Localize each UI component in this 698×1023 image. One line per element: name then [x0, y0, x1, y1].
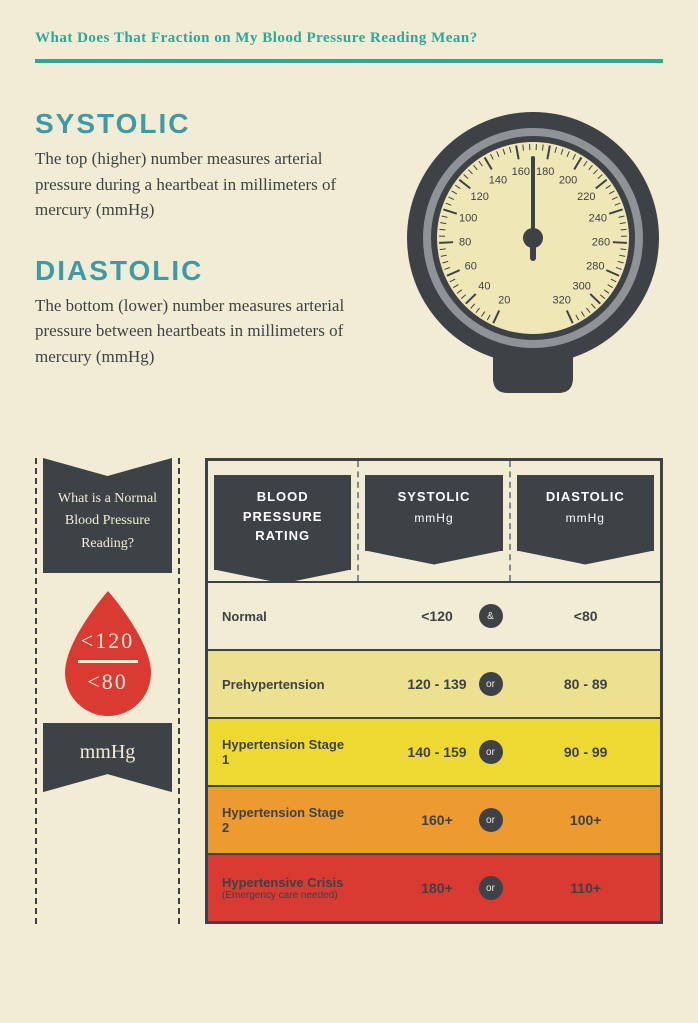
table-row: Hypertension Stage 2160+100+or	[208, 785, 660, 853]
svg-text:260: 260	[592, 237, 610, 249]
conjunction-badge: or	[479, 876, 503, 900]
svg-text:100: 100	[459, 212, 477, 224]
systolic-description: The top (higher) number measures arteria…	[35, 146, 383, 223]
svg-text:280: 280	[586, 260, 604, 272]
pressure-gauge: 2040608010012014016018020022024026028030…	[403, 108, 663, 413]
gauge-icon: 2040608010012014016018020022024026028030…	[403, 108, 663, 408]
svg-text:60: 60	[465, 260, 477, 272]
cell-rating: Hypertension Stage 2	[208, 805, 363, 835]
definitions-block: SYSTOLIC The top (higher) number measure…	[35, 108, 383, 413]
conjunction-badge: or	[479, 808, 503, 832]
blood-drop: <120 <80	[48, 583, 168, 723]
bottom-section: What is a Normal Blood Pressure Reading?…	[35, 458, 663, 924]
svg-text:80: 80	[459, 237, 471, 249]
systolic-heading: SYSTOLIC	[35, 108, 383, 140]
table-body: Normal<120<80&Prehypertension120 - 13980…	[208, 581, 660, 921]
normal-reading-question: What is a Normal Blood Pressure Reading?	[43, 458, 172, 573]
svg-text:300: 300	[572, 281, 590, 293]
svg-text:320: 320	[553, 295, 571, 307]
table-row: Prehypertension120 - 13980 - 89or	[208, 649, 660, 717]
fraction-divider	[78, 660, 138, 663]
cell-rating: Hypertensive Crisis(Emergency care neede…	[208, 875, 363, 901]
svg-text:160: 160	[512, 166, 530, 178]
cell-diastolic: 100+	[511, 812, 660, 828]
normal-reading-panel: What is a Normal Blood Pressure Reading?…	[35, 458, 180, 924]
svg-text:20: 20	[498, 295, 510, 307]
svg-text:240: 240	[589, 212, 607, 224]
col-diastolic: DIASTOLICmmHg	[511, 461, 660, 581]
col-systolic: SYSTOLICmmHg	[359, 461, 510, 581]
svg-text:200: 200	[559, 175, 577, 187]
diastolic-description: The bottom (lower) number measures arter…	[35, 293, 383, 370]
conjunction-badge: or	[479, 672, 503, 696]
svg-text:140: 140	[489, 175, 507, 187]
drop-diastolic: <80	[48, 669, 168, 695]
cell-rating: Hypertension Stage 1	[208, 737, 363, 767]
svg-text:120: 120	[470, 191, 488, 203]
table-row: Hypertensive Crisis(Emergency care neede…	[208, 853, 660, 921]
cell-rating: Prehypertension	[208, 677, 363, 692]
svg-text:40: 40	[478, 281, 490, 293]
drop-systolic: <120	[48, 628, 168, 654]
table-row: Normal<120<80&	[208, 581, 660, 649]
conjunction-badge: or	[479, 740, 503, 764]
diastolic-heading: DIASTOLIC	[35, 255, 383, 287]
top-section: SYSTOLIC The top (higher) number measure…	[35, 108, 663, 413]
col-rating: BLOOD PRESSURE RATING	[208, 461, 359, 581]
svg-text:220: 220	[577, 191, 595, 203]
table-header: BLOOD PRESSURE RATING SYSTOLICmmHg DIAST…	[208, 461, 660, 581]
header-rule	[35, 59, 663, 63]
cell-diastolic: 90 - 99	[511, 744, 660, 760]
conjunction-badge: &	[479, 604, 503, 628]
bp-table: BLOOD PRESSURE RATING SYSTOLICmmHg DIAST…	[205, 458, 663, 924]
svg-text:180: 180	[536, 166, 554, 178]
page-title: What Does That Fraction on My Blood Pres…	[35, 30, 663, 47]
table-row: Hypertension Stage 1140 - 15990 - 99or	[208, 717, 660, 785]
cell-diastolic: 110+	[511, 880, 660, 896]
cell-diastolic: <80	[511, 608, 660, 624]
cell-rating: Normal	[208, 609, 363, 624]
emergency-note: (Emergency care needed)	[222, 890, 355, 901]
unit-label: mmHg	[43, 723, 172, 792]
drop-fraction: <120 <80	[48, 628, 168, 695]
cell-diastolic: 80 - 89	[511, 676, 660, 692]
